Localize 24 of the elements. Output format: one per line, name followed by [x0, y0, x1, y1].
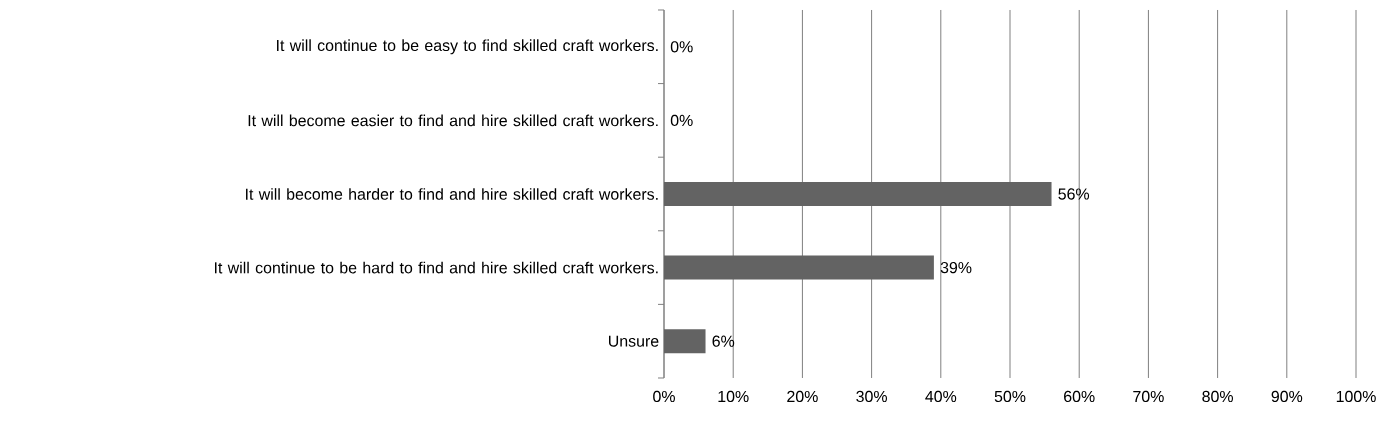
- x-tick-label: 10%: [718, 390, 749, 403]
- x-tick-label: 80%: [1202, 390, 1233, 403]
- x-tick-label: 0%: [653, 390, 675, 403]
- x-tick-label: 60%: [1064, 390, 1095, 403]
- x-tick-label: 20%: [787, 390, 818, 403]
- y-tick-label: It will continue to be hard to find and hire skilled craft workers.: [214, 261, 658, 274]
- x-tick-label: 50%: [994, 390, 1026, 403]
- data-label: 0%: [670, 41, 693, 53]
- x-tick-label: 70%: [1133, 390, 1164, 403]
- x-tick-label: 90%: [1271, 390, 1303, 403]
- data-label: 6%: [712, 335, 735, 347]
- bar: [664, 181, 1052, 206]
- data-label: 39%: [940, 261, 972, 274]
- y-tick-label: It will become easier to find and hire skilled craft workers.: [248, 114, 658, 127]
- x-tick-label: 100%: [1336, 390, 1376, 403]
- x-tick-label: 40%: [925, 390, 957, 403]
- y-tick-label: Unsure: [609, 335, 659, 347]
- data-label: 0%: [670, 114, 693, 127]
- bar: [664, 255, 934, 280]
- y-tick-label: It will continue to be easy to find skilled craft workers.: [277, 39, 658, 55]
- x-tick-label: 30%: [856, 390, 887, 403]
- bar: [664, 329, 706, 354]
- data-label: 56%: [1058, 188, 1090, 200]
- y-tick-label: It will become harder to find and hire skilled craft workers.: [246, 188, 658, 200]
